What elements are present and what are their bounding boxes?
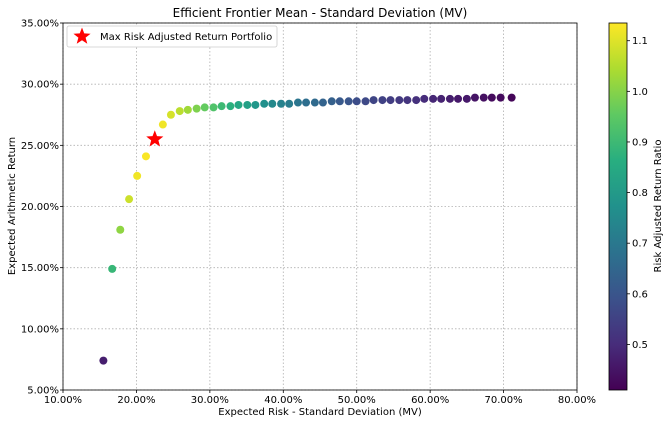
frontier-point (234, 100, 243, 109)
chart-title: Efficient Frontier Mean - Standard Devia… (173, 6, 468, 20)
x-tick-label: 40.00% (264, 395, 302, 406)
frontier-point (454, 94, 463, 103)
y-axis-label: Expected Arithmetic Return (7, 137, 18, 275)
x-tick-label: 30.00% (191, 395, 229, 406)
frontier-point (285, 99, 294, 108)
frontier-point (412, 96, 421, 105)
frontier-point (166, 110, 175, 119)
grid-lines (62, 22, 578, 391)
x-tick-label: 70.00% (485, 395, 523, 406)
x-tick-label: 10.00% (44, 395, 82, 406)
frontier-point (108, 264, 117, 273)
colorbar-gradient (608, 22, 628, 391)
frontier-point (437, 94, 446, 103)
colorbar: 0.5 0.6 0.7 0.8 0.9 1.0 1.1 Risk Adjusted Retu… (608, 22, 664, 391)
y-tick-label: 5.00% (27, 386, 59, 397)
frontier-point (369, 96, 378, 105)
colorbar-tick-label: 0.9 (632, 137, 648, 148)
frontier-point (99, 356, 108, 365)
y-tick-label: 35.00% (21, 19, 59, 30)
frontier-point (496, 93, 505, 102)
colorbar-tick-label: 0.6 (632, 289, 648, 300)
frontier-point (183, 105, 192, 114)
frontier-point (361, 97, 370, 106)
y-axis-ticks: 5.00% 10.00% 15.00% 20.00% 25.00% 30.00% 35.00… (21, 19, 63, 397)
frontier-point (344, 97, 353, 106)
y-tick-label: 20.00% (21, 202, 59, 213)
frontier-point (378, 96, 387, 105)
frontier-point (268, 99, 277, 108)
colorbar-ticks: 0.5 0.6 0.7 0.8 0.9 1.0 1.1 (627, 36, 648, 351)
frontier-point (243, 100, 252, 109)
x-tick-label: 50.00% (338, 395, 376, 406)
frontier-point (445, 94, 454, 103)
frontier-point (487, 93, 496, 102)
colorbar-tick-label: 0.8 (632, 188, 648, 199)
y-tick-label: 10.00% (21, 324, 59, 335)
frontier-point (226, 102, 235, 111)
frontier-point (293, 98, 302, 107)
frontier-point (209, 103, 218, 112)
colorbar-tick-label: 1.0 (632, 87, 648, 98)
legend: Max Risk Adjusted Return Portfolio (66, 25, 278, 48)
x-axis-label: Expected Risk - Standard Deviation (MV) (218, 407, 422, 418)
legend-star-marker (73, 27, 91, 44)
scatter-points (99, 93, 516, 365)
frontier-point (335, 97, 344, 106)
frontier-point (141, 152, 150, 161)
legend-star-icon (73, 27, 91, 44)
frontier-point (352, 97, 361, 106)
frontier-point (470, 93, 479, 102)
frontier-point (217, 102, 226, 111)
colorbar-tick-label: 1.1 (632, 36, 648, 47)
frontier-point (260, 99, 269, 108)
legend-box (66, 25, 278, 48)
max-risk-adjusted-star-marker (146, 130, 164, 147)
x-tick-label: 80.00% (558, 395, 596, 406)
frontier-point (386, 96, 395, 105)
frontier-point (507, 93, 516, 102)
y-tick-label: 30.00% (21, 80, 59, 91)
frontier-point (327, 97, 336, 106)
frontier-point (479, 93, 488, 102)
x-tick-label: 60.00% (411, 395, 449, 406)
colorbar-tick-label: 0.5 (632, 340, 648, 351)
frontier-point (403, 96, 412, 105)
frontier-point (133, 171, 142, 180)
y-tick-label: 25.00% (21, 141, 59, 152)
max-risk-adjusted-star (146, 130, 164, 147)
frontier-point (200, 103, 209, 112)
frontier-point (318, 98, 327, 107)
frontier-point (125, 195, 134, 204)
x-axis-ticks: 10.00% 20.00% 30.00% 40.00% 50.00% 60.00% 70.0… (44, 390, 596, 406)
frontier-point (395, 96, 404, 105)
colorbar-tick-label: 0.7 (632, 239, 648, 250)
frontier-point (277, 99, 286, 108)
x-tick-label: 20.00% (117, 395, 155, 406)
legend-label: Max Risk Adjusted Return Portfolio (100, 32, 272, 43)
frontier-point (251, 100, 260, 109)
frontier-point (302, 98, 311, 107)
frontier-point (310, 98, 319, 107)
y-tick-label: 15.00% (21, 263, 59, 274)
frontier-point (462, 94, 471, 103)
frontier-point (429, 94, 438, 103)
frontier-point (175, 107, 184, 116)
frontier-point (192, 104, 201, 113)
colorbar-label: Risk Adjusted Return Ratio (653, 140, 664, 273)
frontier-point (116, 225, 125, 234)
frontier-point (158, 120, 167, 129)
frontier-point (420, 94, 429, 103)
